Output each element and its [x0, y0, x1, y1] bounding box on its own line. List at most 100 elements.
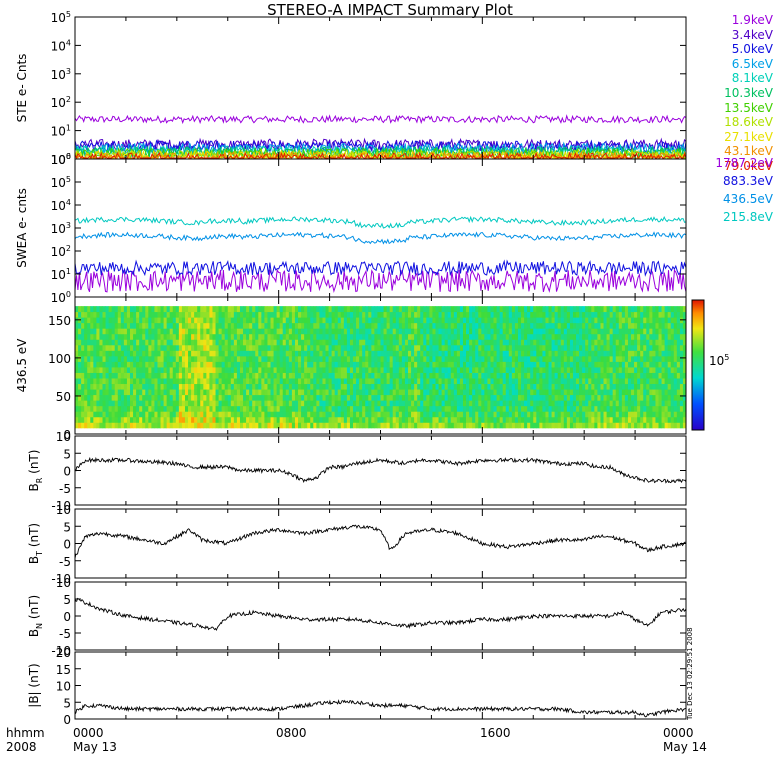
heatmap-cell	[151, 333, 155, 340]
heatmap-cell	[569, 378, 574, 385]
heatmap-cell	[401, 422, 406, 429]
heatmap-cell	[365, 405, 369, 412]
heatmap-cell	[533, 389, 537, 396]
heatmap-cell	[148, 405, 152, 412]
heatmap-cell	[493, 422, 497, 429]
heatmap-cell	[371, 400, 375, 407]
heatmap-cell	[456, 317, 461, 324]
heatmap-cell	[664, 322, 669, 329]
heatmap-cell	[81, 400, 85, 407]
heatmap-cell	[670, 400, 675, 407]
heatmap-cell	[524, 372, 528, 379]
heatmap-cell	[166, 378, 171, 385]
heatmap-cell	[572, 333, 577, 340]
heatmap-cell	[462, 416, 467, 423]
heatmap-cell	[618, 372, 623, 379]
heatmap-cell	[554, 400, 559, 407]
heatmap-cell	[181, 389, 186, 396]
heatmap-cell	[456, 400, 461, 407]
heatmap-cell	[78, 350, 82, 357]
heatmap-cell	[258, 306, 262, 313]
heatmap-cell	[328, 411, 333, 418]
heatmap-cell	[233, 405, 238, 412]
heatmap-cell	[249, 322, 253, 329]
heatmap-cell	[670, 317, 675, 324]
heatmap-cell	[612, 344, 617, 351]
heatmap-cell	[337, 405, 342, 412]
heatmap-cell	[365, 311, 369, 318]
heatmap-cell	[114, 422, 119, 429]
heatmap-cell	[676, 361, 681, 368]
heatmap-cell	[371, 372, 375, 379]
heatmap-cell	[542, 372, 546, 379]
heatmap-cell	[560, 361, 565, 368]
heatmap-cell	[368, 389, 372, 396]
heatmap-cell	[481, 389, 485, 396]
heatmap-cell	[346, 383, 351, 390]
heatmap-cell	[337, 322, 342, 329]
heatmap-cell	[453, 355, 458, 362]
heatmap-cell	[521, 378, 525, 385]
heatmap-cell	[603, 378, 607, 385]
heatmap-cell	[560, 411, 565, 418]
heatmap-cell	[279, 311, 284, 318]
heatmap-cell	[343, 372, 348, 379]
heatmap-cell	[114, 355, 119, 362]
heatmap-cell	[218, 361, 223, 368]
heatmap-cell	[291, 317, 296, 324]
heatmap-cell	[447, 400, 452, 407]
heatmap-cell	[569, 328, 574, 335]
heatmap-cell	[456, 372, 461, 379]
heatmap-cell	[459, 333, 464, 340]
heatmap-cell	[129, 344, 134, 351]
heatmap-cell	[475, 361, 479, 368]
heatmap-cell	[243, 372, 247, 379]
heatmap-cell	[102, 339, 106, 346]
heatmap-cell	[634, 317, 638, 324]
heatmap-cell	[609, 411, 614, 418]
heatmap-cell	[530, 378, 534, 385]
heatmap-cell	[230, 372, 235, 379]
heatmap-cell	[298, 317, 302, 324]
heatmap-cell	[679, 328, 684, 335]
heatmap-cell	[569, 350, 574, 357]
heatmap-cell	[392, 372, 397, 379]
heatmap-cell	[90, 367, 94, 373]
heatmap-cell	[453, 411, 458, 418]
heatmap-cell	[441, 411, 446, 418]
heatmap-cell	[319, 344, 323, 351]
heatmap-cell	[539, 400, 543, 407]
heatmap-cell	[255, 383, 259, 390]
heatmap-cell	[557, 383, 562, 390]
heatmap-cell	[188, 394, 192, 401]
heatmap-cell	[267, 350, 271, 357]
heatmap-cell	[90, 361, 94, 368]
heatmap-cell	[307, 339, 311, 346]
heatmap-cell	[252, 372, 256, 379]
heatmap-cell	[646, 416, 650, 423]
heatmap-cell	[673, 394, 678, 401]
heatmap-cell	[273, 322, 278, 329]
heatmap-cell	[313, 383, 317, 390]
heatmap-cell	[569, 344, 574, 351]
heatmap-cell	[609, 333, 614, 340]
heatmap-cell	[386, 394, 391, 401]
heatmap-cell	[631, 317, 635, 324]
heatmap-cell	[75, 311, 79, 318]
heatmap-cell	[505, 389, 510, 396]
heatmap-cell	[667, 378, 672, 385]
heatmap-cell	[285, 422, 290, 429]
heatmap-cell	[475, 405, 479, 412]
heatmap-cell	[624, 411, 629, 418]
heatmap-cell	[661, 339, 666, 346]
heatmap-cell	[81, 372, 85, 379]
heatmap-cell	[172, 367, 177, 373]
heatmap-cell	[87, 411, 91, 418]
heatmap-cell	[432, 344, 436, 351]
heatmap-cell	[230, 355, 235, 362]
heatmap-cell	[325, 339, 329, 346]
heatmap-cell	[609, 372, 614, 379]
heatmap-cell	[585, 378, 589, 385]
heatmap-cell	[551, 333, 556, 340]
heatmap-cell	[517, 422, 522, 429]
